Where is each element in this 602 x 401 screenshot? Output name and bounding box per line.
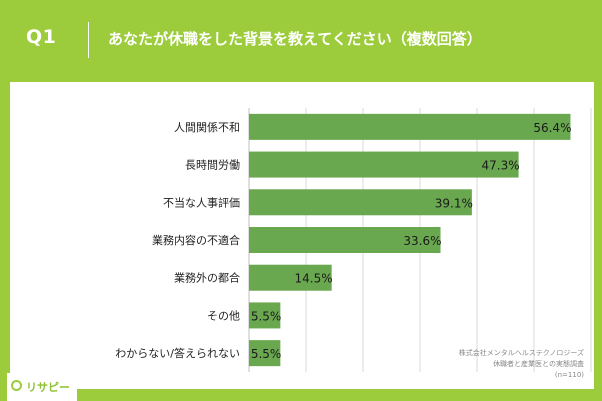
bar <box>249 151 519 178</box>
bar <box>249 302 281 329</box>
question-title: あなたが休職をした背景を教えてください（複数回答） <box>108 30 482 48</box>
bar <box>249 189 472 216</box>
source-note: 株式会社メンタルヘルステクノロジーズ 休職者と産業医との実態調査 (n=110) <box>459 348 584 381</box>
source-sample-size: (n=110) <box>554 371 584 379</box>
source-company: 株式会社メンタルヘルステクノロジーズ <box>458 349 584 357</box>
source-survey: 休職者と産業医との実態調査 <box>493 360 584 368</box>
data-label: 5.5% <box>251 347 282 361</box>
category-label: 長時間労働 <box>185 158 240 172</box>
category-label: 業務内容の不適合 <box>152 233 240 247</box>
bar <box>249 340 281 367</box>
category-label: わからない/答えられない <box>115 346 240 360</box>
category-label: 人間関係不和 <box>174 121 240 134</box>
data-label: 5.5% <box>251 309 282 323</box>
question-number: Q1 <box>26 26 57 48</box>
data-label: 33.6% <box>403 234 441 248</box>
bar <box>249 113 571 140</box>
data-label: 56.4% <box>533 121 571 135</box>
logo-icon <box>11 380 22 391</box>
header: Q1 あなたが休職をした背景を教えてください（複数回答） <box>0 0 602 82</box>
category-label: その他 <box>207 309 240 322</box>
data-label: 14.5% <box>295 272 333 286</box>
header-divider <box>88 22 89 58</box>
bar <box>249 264 332 291</box>
logo-text: リサピー <box>26 381 70 394</box>
data-label: 39.1% <box>435 196 473 210</box>
bar <box>249 227 441 253</box>
category-label: 業務外の都合 <box>174 271 240 285</box>
category-label: 不当な人事評価 <box>163 195 240 209</box>
data-label: 47.3% <box>481 159 519 173</box>
